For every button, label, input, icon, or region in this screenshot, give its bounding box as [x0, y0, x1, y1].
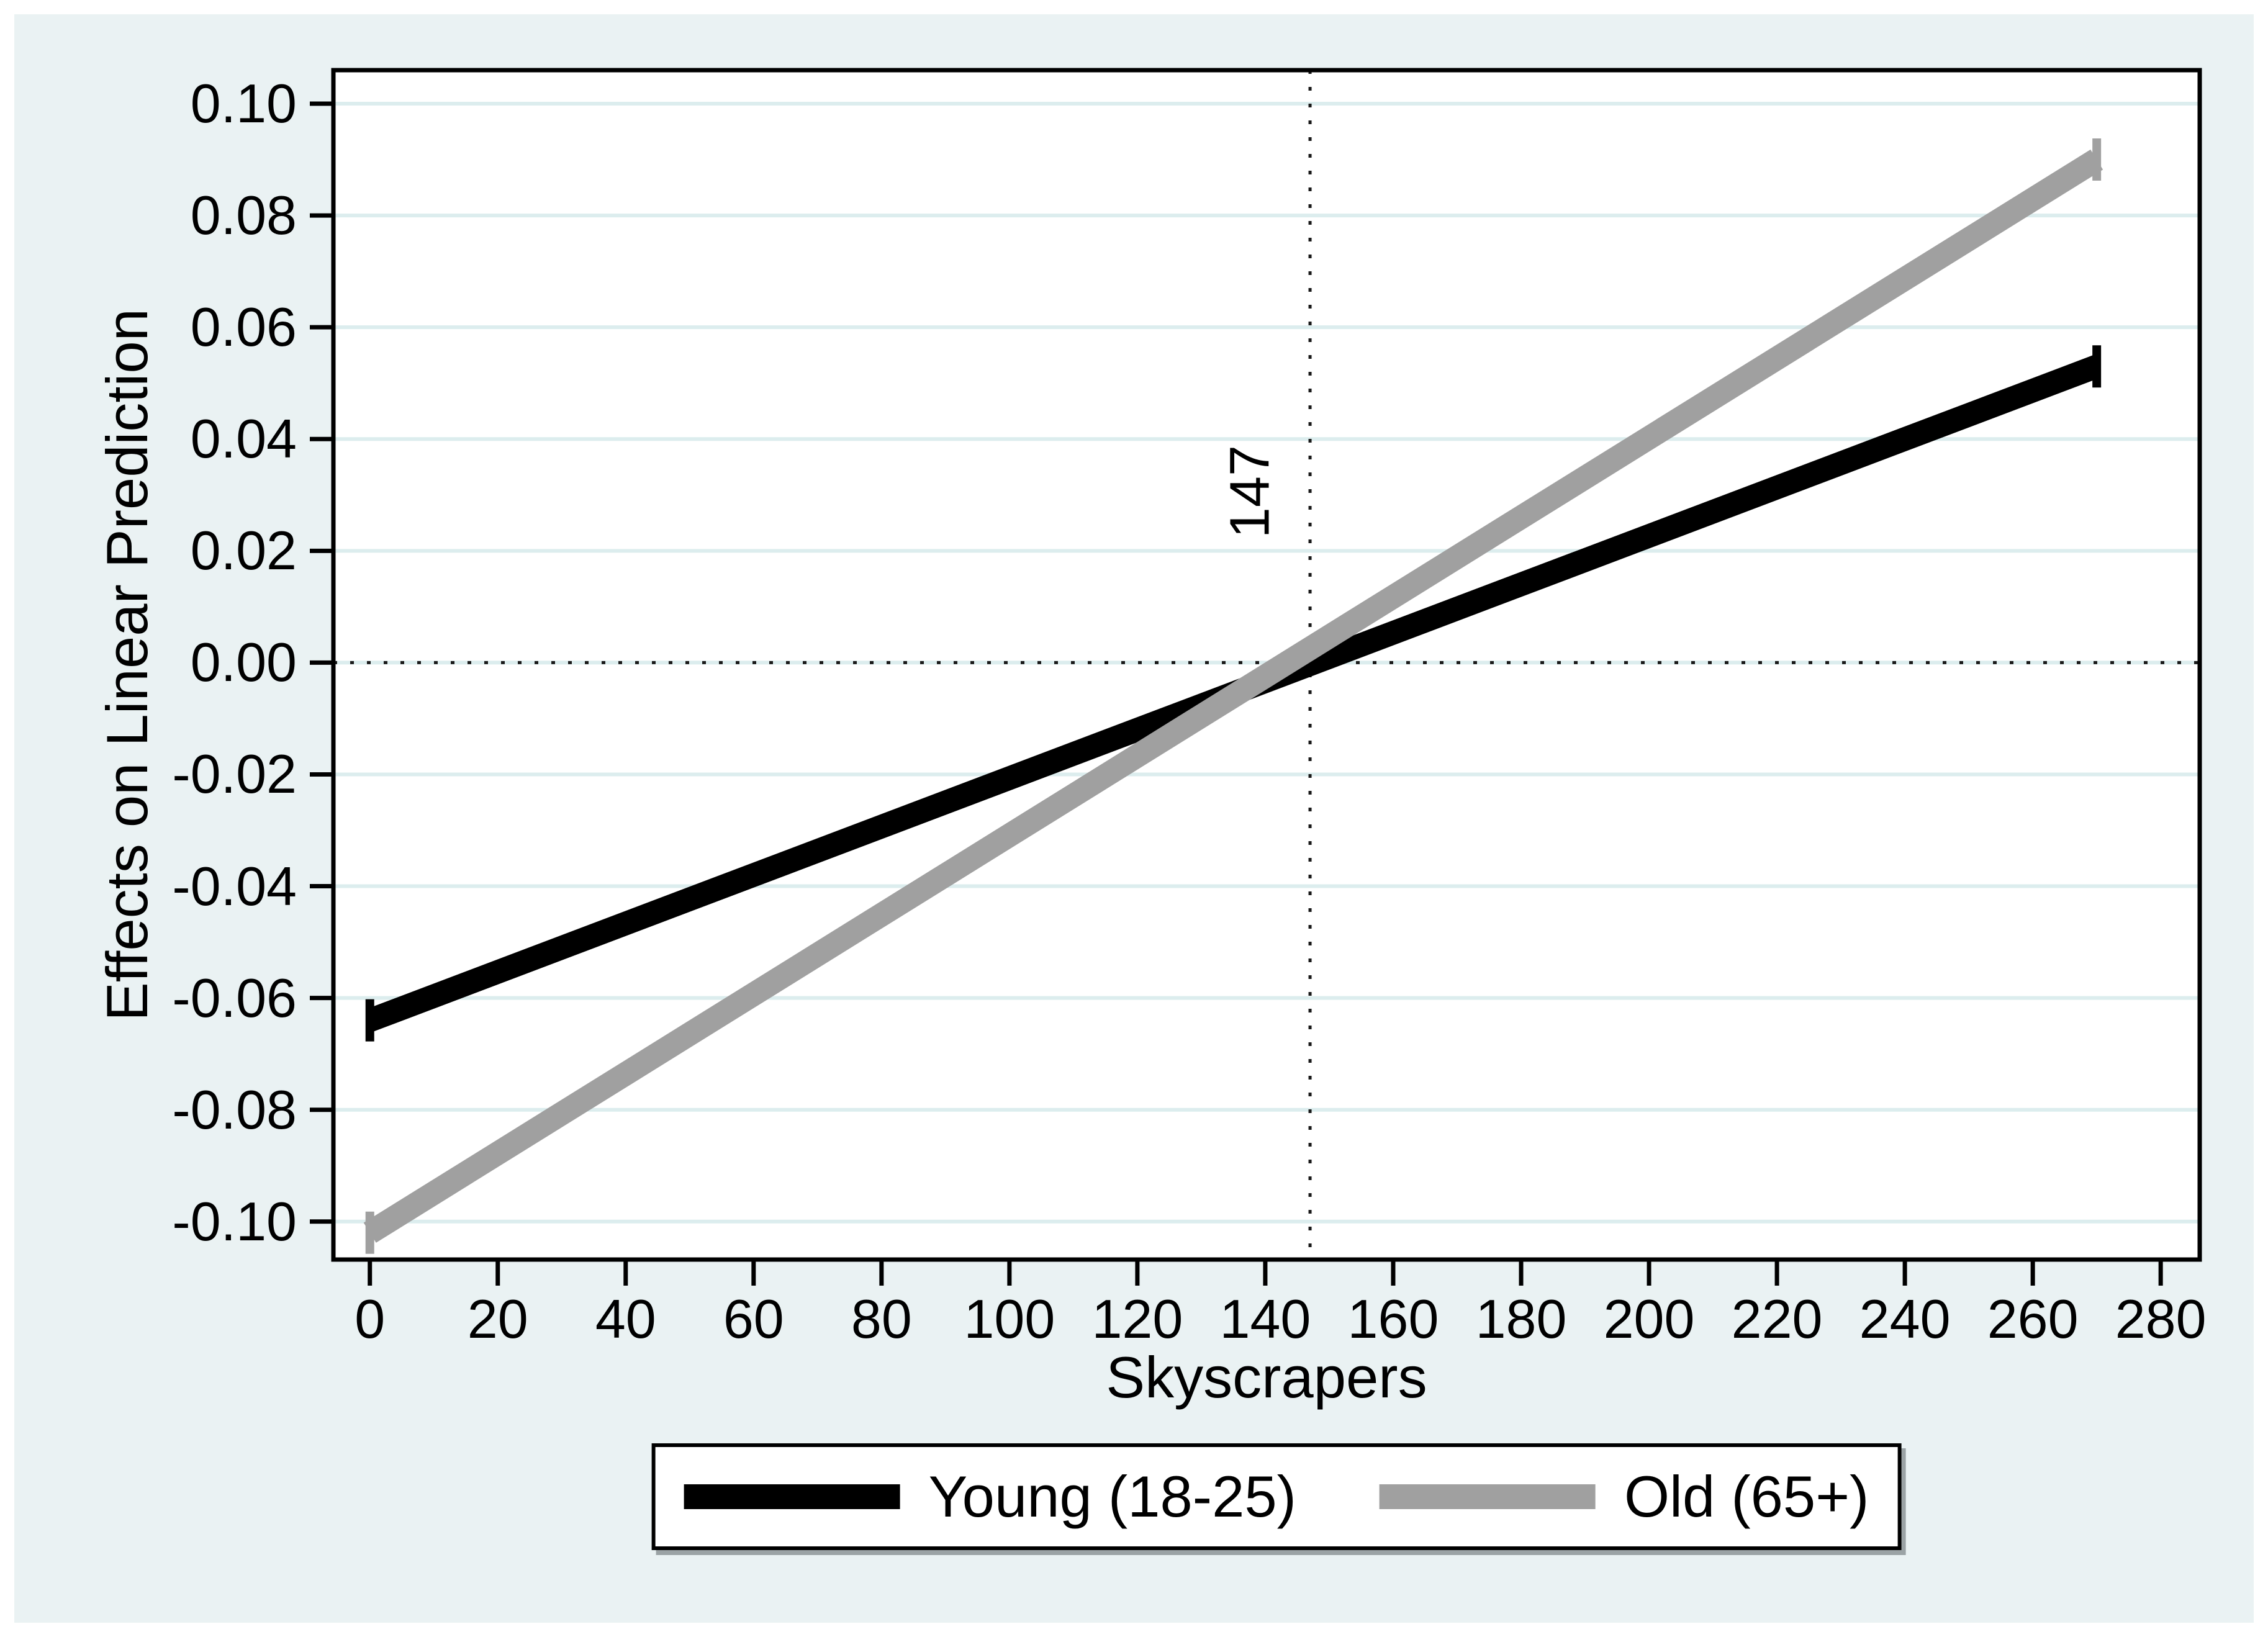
x-tick-label: 140 — [1219, 1288, 1311, 1350]
x-tick-label: 180 — [1475, 1288, 1567, 1350]
y-tick-label: 0.08 — [190, 184, 297, 246]
x-tick-label: 280 — [2115, 1288, 2207, 1350]
legend-item-old: Old (65+) — [1379, 1463, 1869, 1530]
plot-border — [331, 68, 2202, 1262]
x-tick-label: 160 — [1347, 1288, 1439, 1350]
x-tick-label: 60 — [723, 1288, 784, 1350]
x-tick-label: 20 — [467, 1288, 528, 1350]
y-tick-label: 0.10 — [190, 73, 297, 135]
legend-label-young: Young (18-25) — [928, 1464, 1296, 1529]
y-tick-label: -0.06 — [172, 967, 297, 1029]
x-tick-label: 240 — [1859, 1288, 1951, 1350]
y-tick-label: 0.04 — [190, 408, 297, 470]
y-tick-label: -0.02 — [172, 743, 297, 805]
y-tick-label: -0.04 — [172, 855, 297, 917]
x-axis-title: Skyscrapers — [1106, 1345, 1427, 1410]
y-tick-label: 0.02 — [190, 520, 297, 582]
y-tick-label: -0.10 — [172, 1190, 297, 1252]
series-line-1 — [363, 149, 2103, 1243]
x-tick-label: 200 — [1603, 1288, 1695, 1350]
legend-item-young: Young (18-25) — [684, 1463, 1296, 1530]
x-tick-label: 80 — [851, 1288, 912, 1350]
legend-label-old: Old (65+) — [1624, 1464, 1869, 1529]
legend-swatch-old — [1379, 1484, 1596, 1509]
x-tick-label: 220 — [1731, 1288, 1823, 1350]
x-tick-label: 40 — [595, 1288, 656, 1350]
x-tick-label: 260 — [1987, 1288, 2079, 1350]
x-tick-label: 120 — [1091, 1288, 1183, 1350]
legend: Young (18-25) Old (65+) — [651, 1443, 1902, 1550]
reference-line-label: 147 — [1219, 444, 1281, 539]
x-tick-label: 100 — [964, 1288, 1055, 1350]
x-tick-label: 0 — [355, 1288, 386, 1350]
y-tick-label: 0.00 — [190, 631, 297, 693]
legend-swatch-young — [684, 1484, 900, 1509]
y-tick-label: -0.08 — [172, 1078, 297, 1140]
y-tick-label: 0.06 — [190, 296, 297, 358]
